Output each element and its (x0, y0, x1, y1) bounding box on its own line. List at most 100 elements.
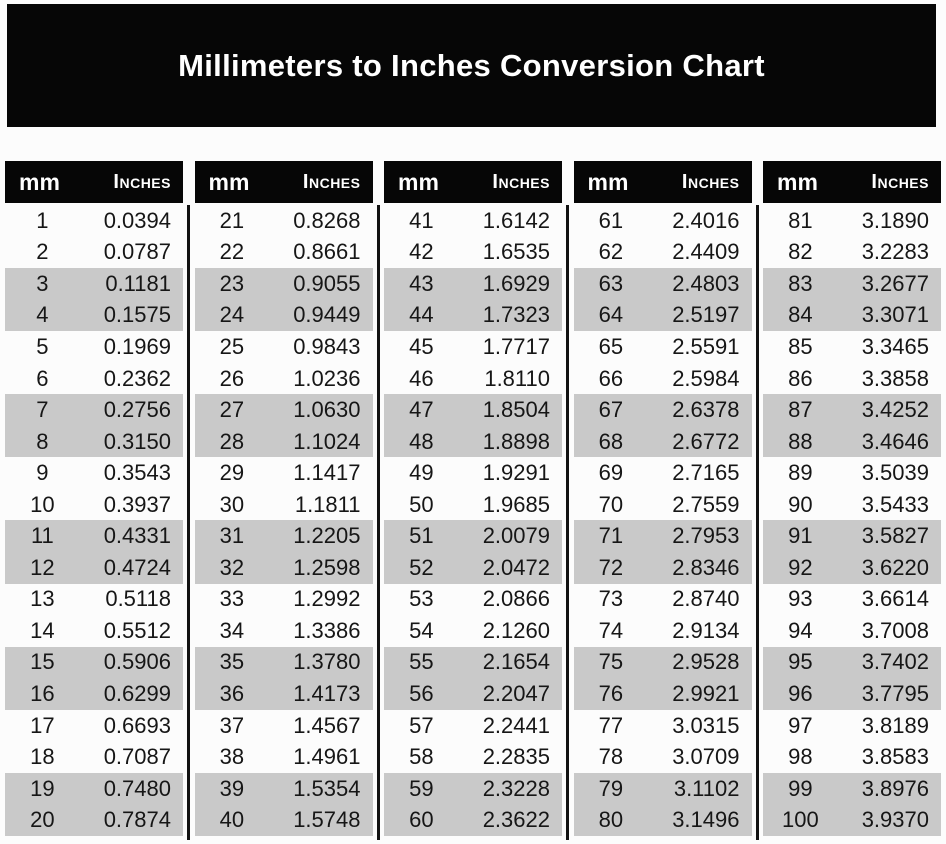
inches-value: 1.2205 (293, 523, 361, 549)
table-row: 59 2.3228 (384, 772, 562, 805)
table-header: mm Inches (5, 161, 183, 203)
table-divider-line (187, 205, 191, 840)
inches-column-header: Inches (871, 170, 929, 193)
inches-value: 1.2992 (293, 586, 361, 612)
mm-value: 7 (36, 397, 49, 423)
inches-value: 0.4331 (103, 523, 171, 549)
inches-value: 3.4252 (861, 397, 929, 423)
mm-value: 82 (788, 239, 813, 265)
inches-value: 1.5748 (293, 807, 361, 833)
table-row: 38 1.4961 (195, 741, 373, 773)
inches-value: 3.8583 (861, 744, 929, 770)
mm-value: 34 (219, 617, 245, 643)
inches-value: 3.5827 (861, 523, 929, 549)
table-body: 61 2.4016 62 2.4409 63 2.4803 64 2.5197 65 2.5591… (573, 205, 752, 836)
table-row: 84 3.3071 (763, 299, 941, 332)
table-row: 51 2.0079 (384, 520, 562, 553)
mm-value: 77 (598, 712, 624, 738)
inches-value: 3.8189 (861, 712, 929, 738)
mm-column-header: mm (587, 168, 629, 195)
table-row: 67 2.6378 (573, 394, 752, 426)
inches-value: 2.4803 (672, 270, 740, 296)
table-row: 73 2.8740 (574, 584, 752, 616)
mm-value: 9 (36, 460, 49, 486)
mm-column-header: mm (398, 168, 439, 195)
table-row: 81 3.1890 (763, 205, 941, 237)
mm-value: 33 (219, 586, 245, 612)
inches-value: 0.1181 (105, 270, 171, 296)
mm-value: 86 (788, 365, 813, 391)
inches-value: 2.0866 (482, 586, 550, 612)
mm-value: 64 (598, 302, 624, 328)
table-row: 2 0.0787 (5, 237, 183, 269)
inches-value: 2.3228 (482, 775, 550, 801)
inches-value: 2.9134 (672, 617, 740, 643)
mm-value: 60 (409, 807, 434, 833)
mm-value: 80 (598, 807, 624, 833)
table-row: 7 0.2756 (5, 394, 183, 426)
mm-value: 63 (598, 270, 624, 296)
mm-value: 2 (36, 239, 49, 265)
table-row: 74 2.9134 (574, 615, 752, 647)
table-row: 10 0.3937 (5, 489, 183, 521)
inches-value: 0.5906 (103, 649, 171, 675)
mm-value: 59 (409, 775, 434, 801)
mm-value: 47 (409, 397, 434, 423)
table-row: 23 0.9055 (194, 268, 373, 300)
table-row: 70 2.7559 (574, 489, 752, 521)
table-row: 50 1.9685 (384, 489, 562, 521)
inches-value: 2.7953 (672, 523, 740, 549)
table-row: 83 3.2677 (763, 268, 941, 300)
table-header: mm Inches (573, 161, 752, 203)
table-divider (373, 161, 385, 840)
table-row: 42 1.6535 (384, 237, 562, 269)
inches-value: 2.0472 (482, 554, 550, 580)
table-row: 16 0.6299 (5, 678, 183, 710)
mm-value: 31 (219, 523, 245, 549)
inches-value: 2.2835 (482, 744, 550, 770)
table-row: 3 0.1181 (5, 268, 183, 300)
table-row: 44 1.7323 (384, 299, 562, 332)
inches-value: 0.4724 (103, 554, 171, 580)
table-row: 76 2.9921 (573, 678, 752, 710)
mm-column-header: mm (19, 168, 60, 195)
mm-value: 15 (30, 649, 55, 675)
mm-value: 24 (219, 302, 245, 328)
inches-value: 3.3071 (861, 302, 929, 328)
inches-value: 0.3543 (103, 460, 171, 486)
table-row: 48 1.8898 (384, 425, 562, 458)
inches-value: 2.6378 (672, 397, 740, 423)
table-row: 99 3.8976 (763, 772, 941, 805)
table-row: 82 3.2283 (763, 237, 941, 269)
inches-value: 3.7402 (861, 649, 929, 675)
mm-value: 55 (409, 649, 434, 675)
inches-value: 2.1260 (482, 617, 550, 643)
table-row: 80 3.1496 (573, 804, 752, 836)
inches-value: 2.3622 (482, 807, 550, 833)
inches-column-header: Inches (302, 170, 361, 193)
mm-value: 94 (788, 617, 813, 643)
table-row: 31 1.2205 (194, 520, 373, 553)
inches-value: 0.9449 (293, 302, 361, 328)
inches-value: 1.1024 (293, 428, 361, 454)
mm-value: 38 (219, 744, 245, 770)
inches-value: 2.6772 (672, 428, 740, 454)
title-banner: Millimeters to Inches Conversion Chart (7, 4, 936, 127)
table-row: 91 3.5827 (763, 520, 941, 553)
table-row: 40 1.5748 (194, 804, 373, 836)
inches-value: 3.0709 (672, 744, 740, 770)
table-row: 88 3.4646 (763, 425, 941, 458)
mm-value: 6 (36, 365, 49, 391)
mm-value: 37 (219, 712, 245, 738)
inches-value: 0.3150 (103, 428, 171, 454)
inches-value: 0.2756 (103, 397, 171, 423)
table-divider (562, 161, 574, 840)
table-row: 55 2.1654 (384, 646, 562, 679)
inches-column-header: Inches (681, 170, 740, 193)
mm-value: 72 (598, 554, 624, 580)
mm-value: 41 (409, 207, 434, 233)
inches-value: 1.4173 (293, 680, 361, 706)
mm-value: 49 (409, 460, 434, 486)
inches-value: 0.3937 (103, 491, 171, 517)
mm-value: 65 (598, 333, 624, 359)
